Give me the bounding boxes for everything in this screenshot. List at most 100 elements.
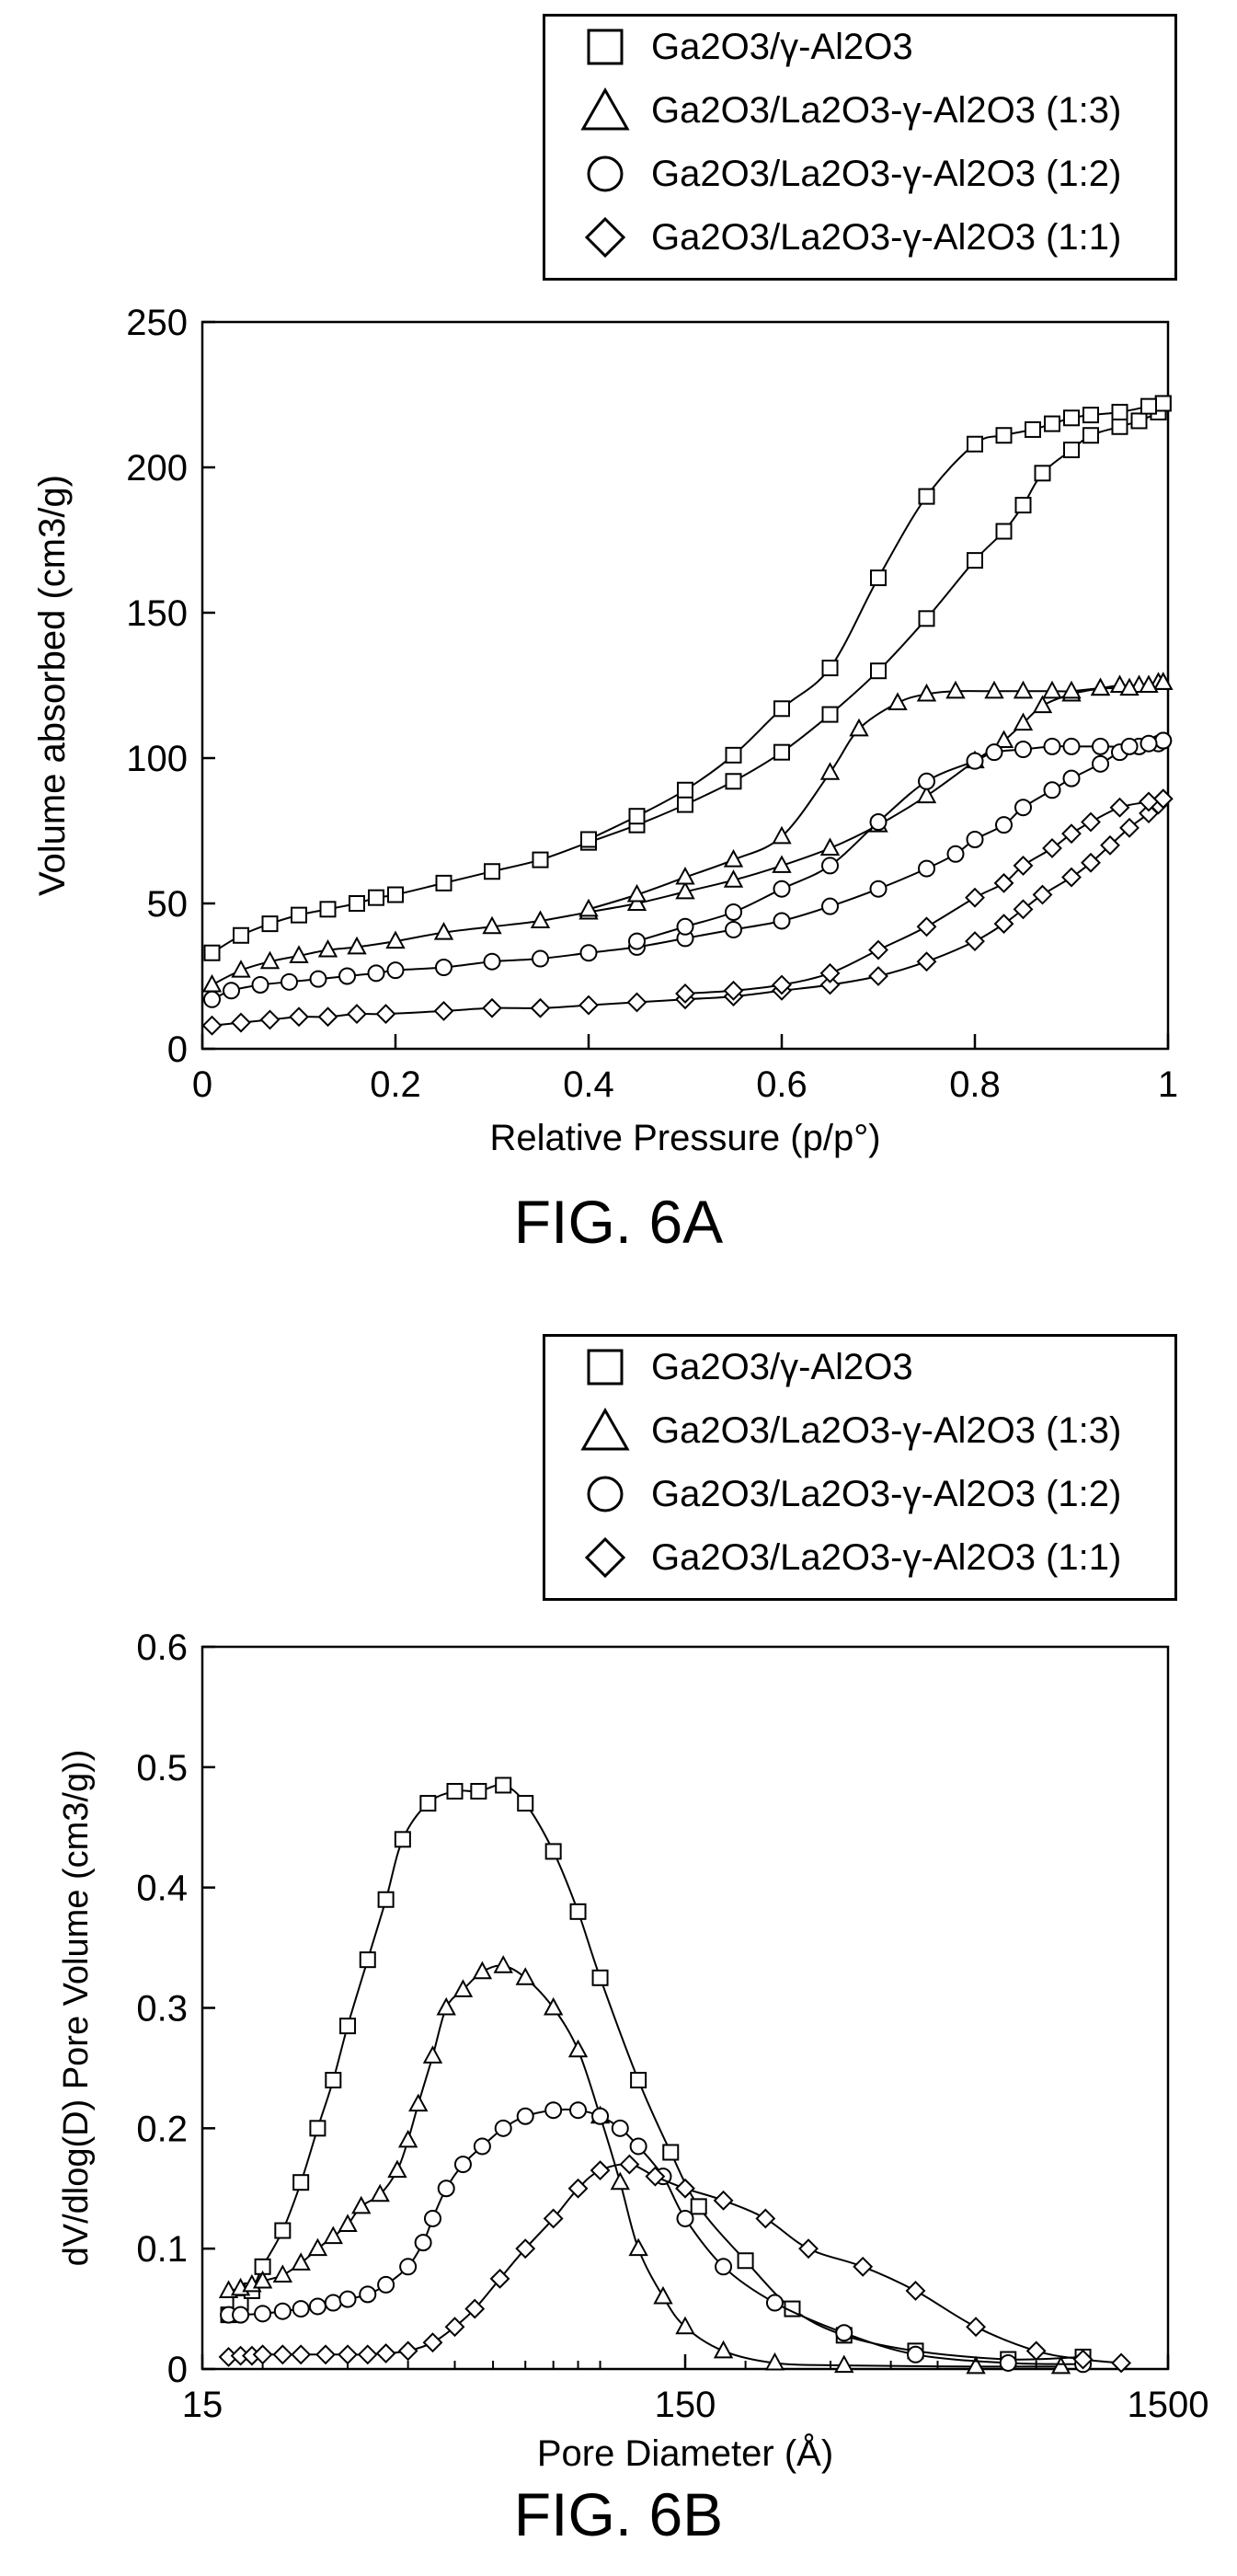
data-point-triangle [543,1996,564,2016]
data-point-diamond [853,2256,874,2277]
legend-item: Ga2O3/La2O3-γ-Al2O3 (1:1) [584,210,1121,265]
data-point-square [1111,403,1128,420]
data-point-triangle [626,892,647,911]
data-point-triangle [201,973,223,993]
data-point-triangle [1153,672,1174,690]
data-point-circle [946,845,965,863]
data-point-square [725,773,742,790]
data-point-square [918,610,935,627]
data-point-square [274,2222,292,2239]
data-point-diamond [798,2238,819,2260]
data-point-square [387,886,404,903]
y-tick-label: 150 [126,593,188,634]
data-point-circle [628,932,646,950]
series-line [636,740,1164,943]
y-axis-label: dV/dlog(D) Pore Volume (cm3/g)) [57,1750,96,2267]
data-point-triangle [1013,680,1034,699]
data-point-circle [437,2179,455,2198]
data-point-diamond [543,2208,564,2229]
data-point-diamond [1013,899,1034,920]
data-point-circle [414,2234,432,2252]
data-point-triangle [272,2264,293,2283]
data-point-triangle [338,2214,358,2232]
y-axis-label: Volume absorbed (cm3/g) [32,475,73,896]
data-point-circle [999,2353,1017,2372]
data-point-diamond [675,983,695,1004]
data-point-triangle [351,2195,372,2214]
y-tick-label: 100 [126,739,188,779]
data-point-square [995,427,1013,444]
data-point-circle [1014,741,1032,759]
data-point-diamond [626,992,647,1013]
series-line [227,1784,1083,2361]
y-tick-label: 0.4 [136,1869,188,1909]
data-point-circle [869,813,888,832]
data-point-diamond [1081,811,1101,833]
data-point-diamond [965,931,985,951]
legend-item: Ga2O3/γ-Al2O3 [587,19,913,75]
data-point-circle [338,2290,357,2308]
x-tick-label: 0 [192,1064,212,1105]
data-point-circle [835,2324,853,2342]
x-tick-label: 1 [1158,1064,1178,1105]
data-point-triangle [626,883,647,903]
data-point-circle [676,917,694,936]
data-point-square [967,435,983,453]
data-point-triangle [452,1979,474,1997]
data-point-diamond [755,2208,776,2229]
data-point-square [368,889,384,906]
data-point-square [1063,409,1080,427]
axes: 0 0.1 0.2 0.3 0.4 0.5 0.6 15 150 1500 [136,1627,1208,2425]
data-point-square [517,1795,534,1812]
data-point-circle [281,972,298,991]
figure-6a: Ga2O3/γ-Al2O3 Ga2O3/La2O3-γ-Al2O3 (1:3) … [32,14,1178,1256]
data-point-diamond [375,1004,396,1024]
data-point-diamond [272,2344,293,2365]
data-point-triangle [945,680,966,699]
data-point-circle [773,912,791,930]
legend-label: Ga2O3/La2O3-γ-Al2O3 (1:2) [651,1474,1122,1514]
data-point-diamond [1111,2352,1132,2374]
series-line [228,2163,1122,2364]
data-point-diamond [916,951,937,972]
data-point-triangle [993,730,1014,749]
x-tick-label: 0.6 [756,1064,807,1105]
data-point-diamond [338,2344,358,2365]
data-point-circle [966,830,984,848]
data-point-circle [1154,731,1173,750]
data-point-diamond [993,914,1014,935]
data-point-square [309,2120,326,2137]
pore-distribution-chart: dV/dlog(D) Pore Volume (cm3/g)) Pore Dia… [57,1627,1208,2474]
legend: Ga2O3/γ-Al2O3 Ga2O3/La2O3-γ-Al2O3 (1:3) … [543,14,1177,281]
data-point-diamond [1081,852,1101,873]
y-tick-label: 0.3 [136,1989,188,2030]
data-point-triangle [723,849,744,868]
data-point-square [359,1951,376,1969]
data-point-diamond [868,966,888,986]
data-point-triangle [231,960,251,978]
data-point-triangle [1090,677,1111,696]
triangle-marker-icon [578,83,633,138]
data-point-diamond [201,1015,223,1036]
data-point-circle [483,952,501,971]
data-point-triangle [307,2237,328,2257]
data-point-diamond [675,2178,695,2199]
data-point-diamond [619,2154,640,2175]
data-point-triangle [849,718,869,737]
data-point-diamond [1061,823,1082,845]
data-point-triangle [1061,680,1082,699]
data-point-circle [359,2285,377,2304]
data-point-circle [254,2305,272,2323]
data-point-circle [906,2345,924,2363]
data-point-circle [377,2275,395,2294]
data-point-triangle [713,2340,734,2359]
data-point-diamond [347,1004,367,1024]
legend-item: Ga2O3/La2O3-γ-Al2O3 (1:3) [580,83,1121,138]
data-point-triangle [493,1955,513,1973]
square-marker-icon [578,1340,633,1395]
data-point-diamond [357,2344,378,2365]
data-point-square [725,746,742,764]
series [220,2101,1093,2374]
data-point-diamond [397,2340,418,2362]
isotherm-chart: Volume absorbed (cm3/g) Relative Pressur… [32,303,1178,1158]
